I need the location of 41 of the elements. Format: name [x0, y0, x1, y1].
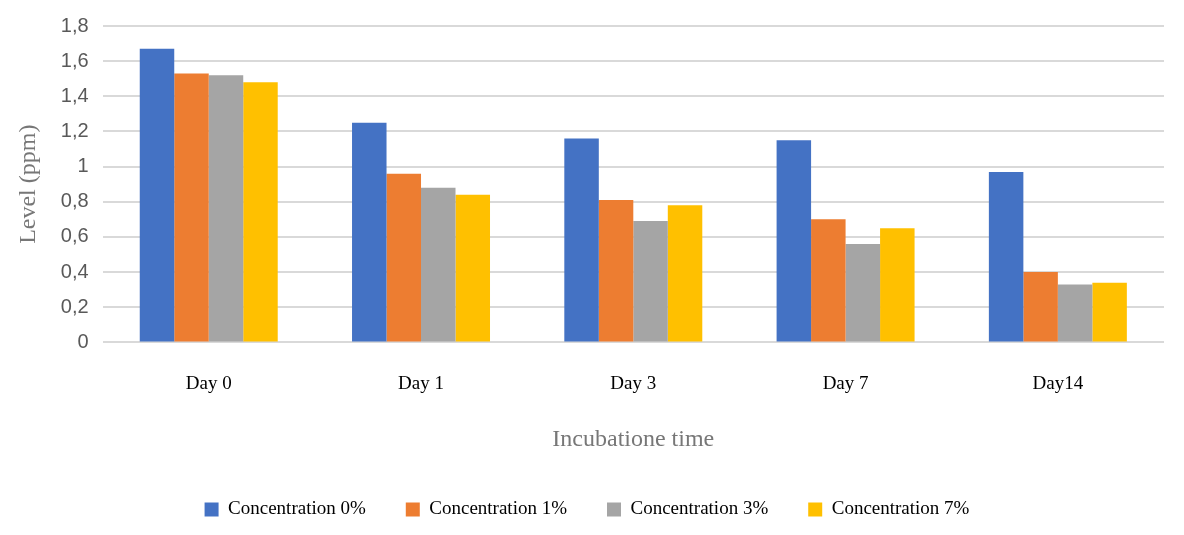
- bar: [1092, 282, 1127, 342]
- y-tick-label: 1,6: [60, 48, 89, 71]
- y-tick-label: 1,8: [60, 13, 89, 36]
- bar: [386, 173, 422, 342]
- bar: [988, 171, 1024, 342]
- y-tick-label: 0,6: [60, 224, 89, 247]
- legend-label: Concentration 3%: [630, 497, 769, 519]
- bar: [633, 221, 668, 342]
- x-tick-label: Day 1: [398, 371, 444, 393]
- legend-label: Concentration 0%: [228, 497, 366, 519]
- bar: [455, 194, 491, 342]
- bar: [811, 219, 846, 342]
- bar: [564, 138, 599, 342]
- bar: [421, 187, 456, 342]
- x-tick-label: Day 3: [610, 371, 657, 393]
- x-tick-label: Day 0: [185, 371, 232, 393]
- bar: [243, 82, 278, 342]
- x-tick-label: Day14: [1032, 371, 1084, 393]
- bar: [208, 75, 244, 342]
- bar: [667, 205, 703, 342]
- bar: [776, 140, 812, 342]
- bar: [174, 73, 209, 342]
- legend-label: Concentration 1%: [429, 497, 568, 519]
- y-tick-label: 1,2: [60, 118, 89, 141]
- bar: [1023, 272, 1058, 342]
- x-axis-title: Incubatione time: [552, 424, 715, 451]
- y-tick-label: 1,4: [60, 83, 89, 106]
- bar: [598, 200, 634, 342]
- y-tick-label: 1: [77, 154, 89, 177]
- bar: [1057, 284, 1093, 342]
- legend-label: Concentration 7%: [831, 497, 970, 519]
- y-tick-label: 0,4: [60, 259, 89, 282]
- bar: [845, 243, 881, 342]
- y-tick-label: 0,2: [60, 294, 89, 317]
- y-tick-label: 0,8: [60, 189, 89, 212]
- y-axis-title: Level (ppm): [13, 124, 40, 244]
- bar: [880, 228, 915, 342]
- bar: [352, 122, 387, 342]
- x-tick-label: Day 7: [822, 371, 869, 393]
- bar: [139, 48, 175, 342]
- y-tick-label: 0: [77, 329, 89, 352]
